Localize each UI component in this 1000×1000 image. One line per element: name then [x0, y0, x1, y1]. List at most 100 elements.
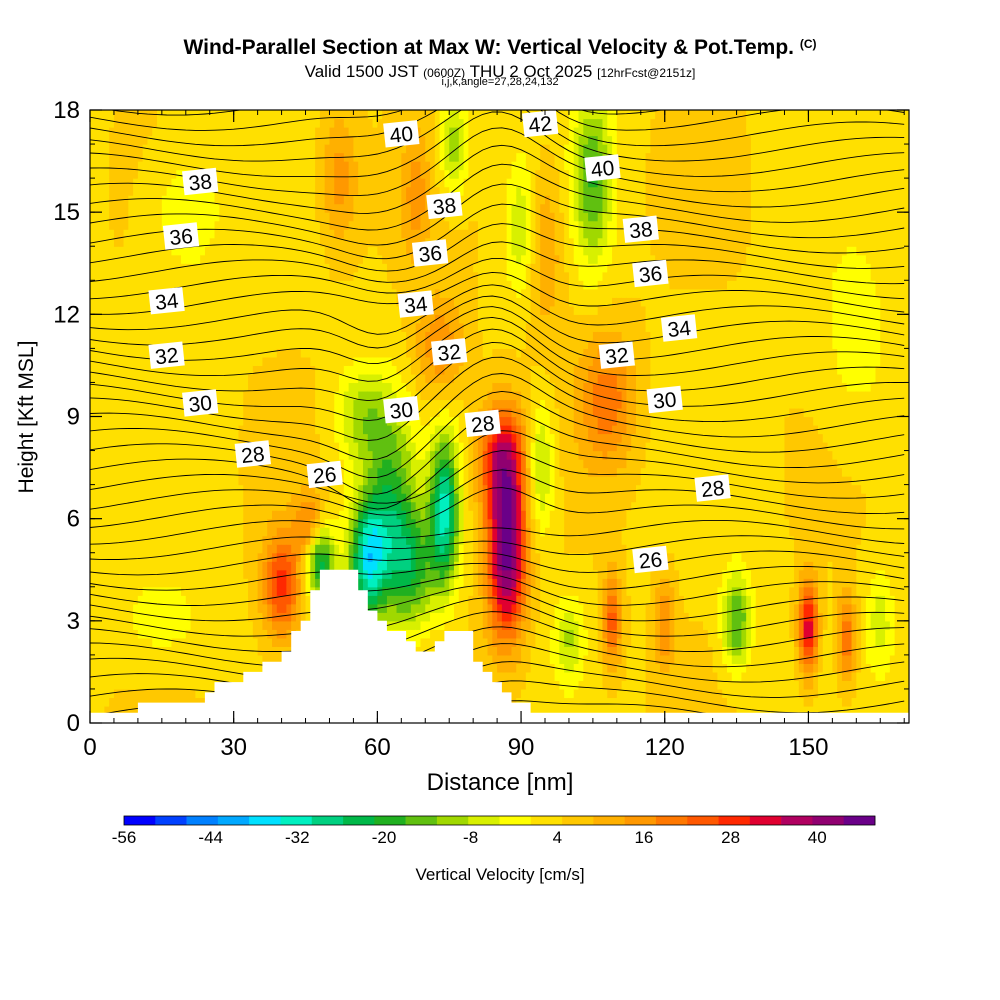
velocity-cell [329, 348, 335, 358]
velocity-cell [319, 373, 326, 384]
velocity-cell [228, 254, 235, 264]
velocity-cell [291, 314, 297, 324]
velocity-cell [99, 152, 105, 162]
velocity-cell [329, 254, 335, 264]
velocity-cell [305, 459, 311, 469]
velocity-cell [209, 127, 216, 137]
velocity-cell [401, 220, 407, 230]
velocity-cell [123, 433, 129, 443]
velocity-cell [410, 237, 417, 247]
velocity-cell [272, 246, 278, 256]
velocity-cell [276, 186, 283, 196]
velocity-cell [214, 365, 220, 375]
velocity-cell [372, 152, 378, 162]
velocity-cell [276, 280, 283, 290]
velocity-cell [257, 356, 264, 367]
velocity-cell [152, 373, 158, 384]
velocity-cell [219, 569, 225, 579]
velocity-cell [315, 578, 321, 588]
velocity-cell [415, 382, 422, 392]
velocity-cell [343, 356, 350, 367]
velocity-cell [104, 135, 110, 145]
velocity-cell [272, 416, 278, 426]
velocity-cell [109, 314, 115, 324]
velocity-cell [94, 620, 101, 630]
velocity-cell [286, 110, 292, 120]
velocity-cell [410, 552, 417, 562]
velocity-cell [257, 603, 264, 613]
velocity-cell [161, 578, 168, 588]
velocity-cell [329, 390, 335, 401]
velocity-cell [200, 416, 206, 426]
velocity-cell [161, 620, 168, 630]
velocity-cell [233, 246, 240, 256]
velocity-cell [353, 305, 359, 315]
velocity-cell [109, 459, 115, 469]
velocity-cell [185, 322, 192, 332]
velocity-cell [315, 331, 321, 341]
velocity-cell [142, 484, 149, 494]
velocity-cell [272, 297, 278, 307]
velocity-cell [410, 271, 417, 281]
velocity-cell [276, 535, 283, 545]
velocity-cell [401, 356, 407, 367]
velocity-cell [99, 595, 105, 605]
velocity-cell [315, 561, 321, 571]
velocity-cell [142, 688, 149, 699]
velocity-cell [267, 348, 273, 358]
velocity-cell [348, 229, 355, 239]
velocity-cell [386, 271, 393, 281]
velocity-cell [382, 450, 388, 460]
velocity-cell [90, 161, 96, 171]
velocity-cell [161, 246, 168, 256]
velocity-cell [113, 705, 120, 716]
velocity-cell [166, 118, 173, 128]
velocity-cell [99, 135, 105, 145]
velocity-cell [113, 654, 120, 664]
velocity-cell [166, 280, 173, 290]
velocity-cell [391, 518, 398, 528]
velocity-cell [128, 646, 134, 656]
velocity-cell [372, 493, 378, 503]
velocity-cell [200, 510, 206, 520]
velocity-cell [396, 331, 402, 341]
velocity-cell [224, 416, 230, 426]
velocity-cell [310, 280, 316, 290]
velocity-cell [396, 382, 402, 392]
velocity-cell [204, 612, 211, 622]
velocity-cell [104, 620, 110, 630]
velocity-cell [272, 229, 278, 239]
velocity-cell [228, 476, 235, 486]
velocity-cell [281, 135, 287, 145]
velocity-cell [233, 331, 240, 341]
velocity-cell [161, 416, 168, 426]
velocity-cell [118, 552, 125, 562]
velocity-cell [391, 493, 398, 503]
velocity-cell [319, 152, 326, 162]
velocity-cell [257, 416, 264, 426]
velocity-cell [300, 322, 307, 332]
velocity-cell [123, 144, 129, 154]
velocity-cell [176, 595, 182, 605]
velocity-cell [147, 152, 153, 162]
velocity-cell [339, 280, 345, 290]
velocity-cell [123, 561, 129, 571]
velocity-cell [300, 288, 307, 298]
velocity-cell [214, 356, 220, 367]
velocity-cell [339, 254, 345, 264]
velocity-cell [310, 373, 316, 384]
velocity-cell [243, 425, 249, 435]
velocity-cell [339, 288, 345, 298]
velocity-cell [94, 629, 101, 639]
velocity-cell [166, 178, 173, 188]
velocity-cell [334, 203, 340, 213]
velocity-cell [415, 527, 422, 537]
velocity-cell [305, 322, 311, 332]
velocity-cell [248, 425, 254, 435]
velocity-cell [228, 348, 235, 358]
velocity-cell [372, 339, 378, 349]
velocity-cell [185, 195, 192, 205]
velocity-cell [363, 161, 369, 171]
velocity-cell [286, 561, 292, 571]
velocity-cell [104, 280, 110, 290]
